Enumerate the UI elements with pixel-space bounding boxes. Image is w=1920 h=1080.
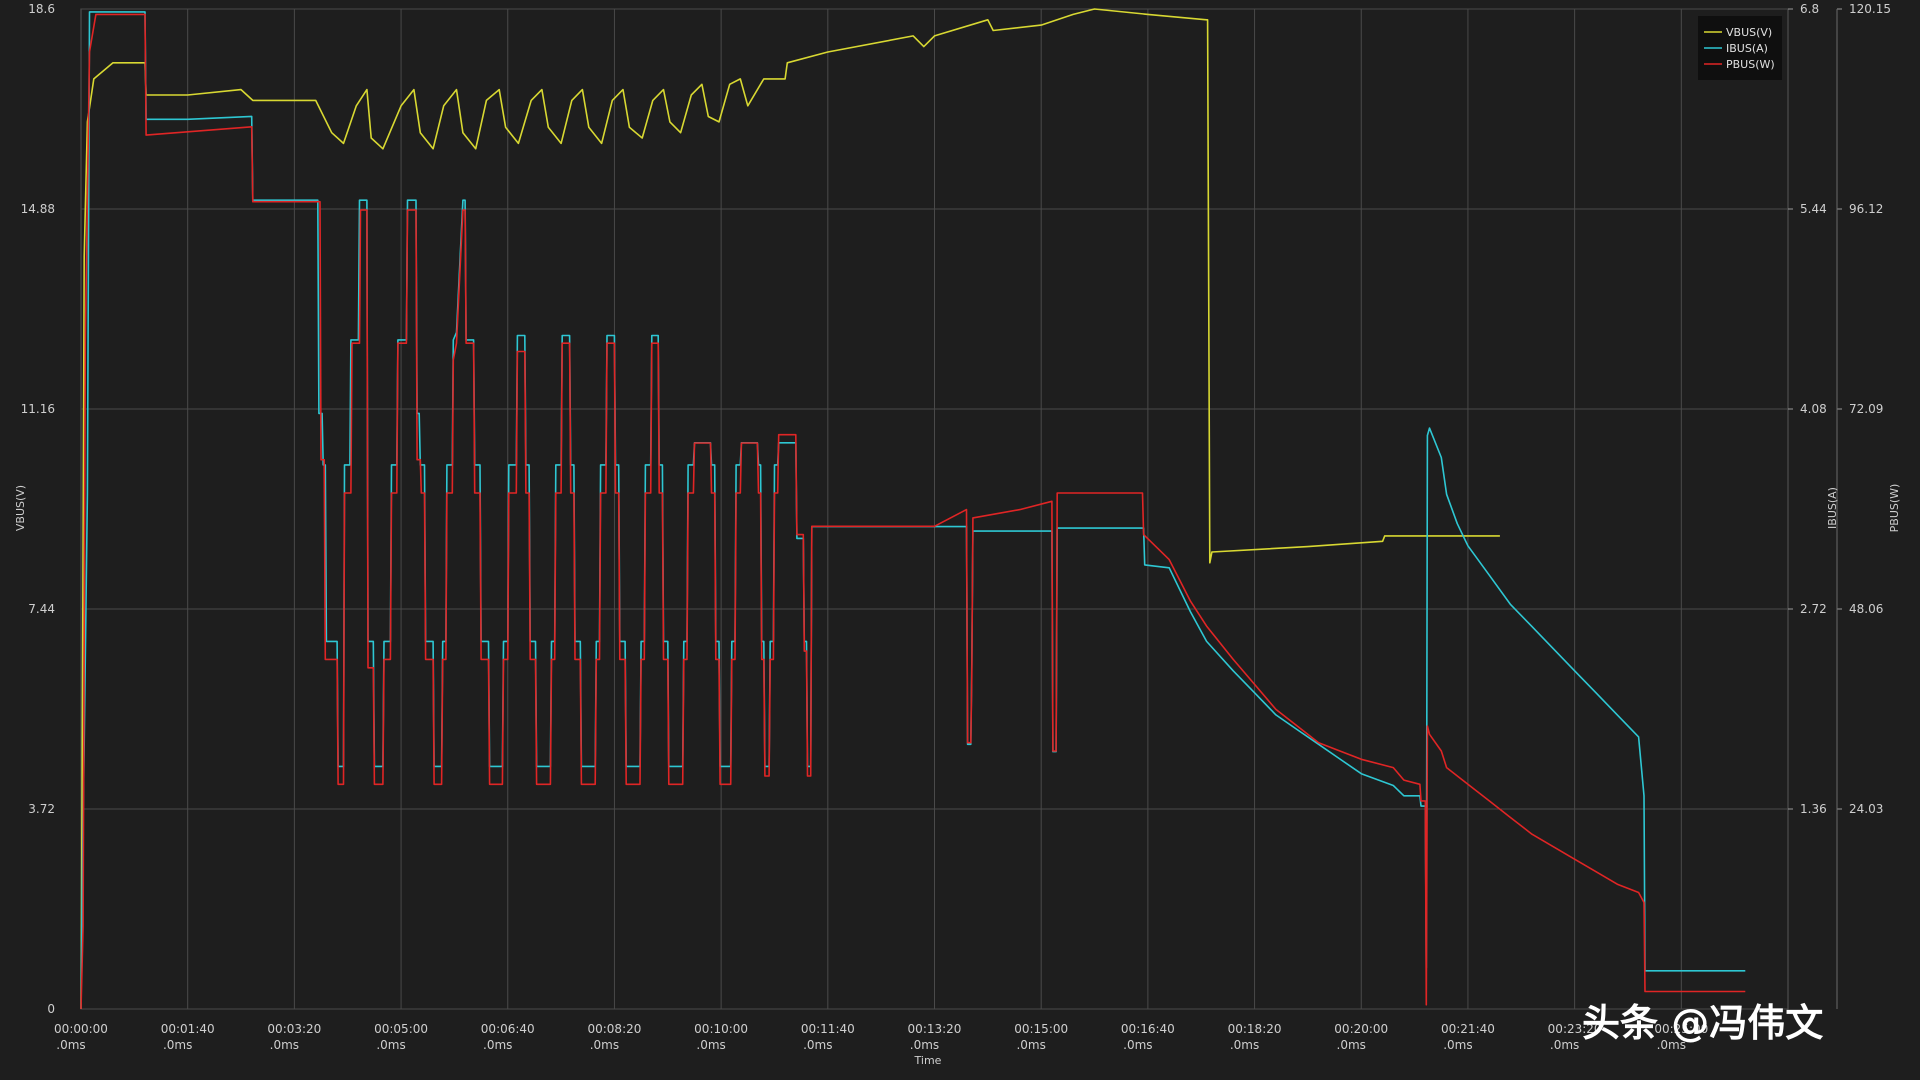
ibus-axis-title: IBUS(A)	[1826, 487, 1839, 529]
time-tick-sublabel: .0ms	[56, 1038, 85, 1052]
vbus-axis-title: VBUS(V)	[14, 485, 27, 531]
time-tick-label: 00:15:00	[1014, 1022, 1068, 1036]
time-tick-label: 00:08:20	[587, 1022, 641, 1036]
pbus-tick-label: 72.09	[1849, 402, 1883, 416]
grid-lines	[80, 8, 1789, 1010]
time-tick-sublabel: .0ms	[1337, 1038, 1366, 1052]
time-tick-label: 00:13:20	[908, 1022, 962, 1036]
time-tick-sublabel: .0ms	[1443, 1038, 1472, 1052]
time-tick-sublabel: .0ms	[590, 1038, 619, 1052]
vbus-tick-label: 11.16	[21, 402, 55, 416]
time-tick-sublabel: .0ms	[910, 1038, 939, 1052]
time-tick-label: 00:18:20	[1228, 1022, 1282, 1036]
time-tick-label: 00:00:00	[54, 1022, 108, 1036]
legend-label-vbus: VBUS(V)	[1726, 26, 1772, 39]
x-axis-title: Time	[914, 1054, 942, 1067]
pbus-tick-label: 24.03	[1849, 802, 1883, 816]
legend-label-ibus: IBUS(A)	[1726, 42, 1768, 55]
time-tick-label: 00:21:40	[1441, 1022, 1495, 1036]
series-line-pbus	[80, 13, 1746, 1010]
vbus-tick-label: 3.72	[28, 802, 55, 816]
time-tick-label: 00:03:20	[267, 1022, 321, 1036]
time-tick-label: 00:10:00	[694, 1022, 748, 1036]
time-tick-sublabel: .0ms	[1016, 1038, 1045, 1052]
time-tick-label: 00:01:40	[161, 1022, 215, 1036]
vbus-tick-label: 18.6	[28, 2, 55, 16]
time-tick-sublabel: .0ms	[1230, 1038, 1259, 1052]
time-tick-sublabel: .0ms	[483, 1038, 512, 1052]
watermark-text: 头条 @冯伟文	[1582, 1001, 1823, 1045]
ibus-tick-label: 6.8	[1800, 2, 1819, 16]
pbus-tick-label: 96.12	[1849, 202, 1883, 216]
series-lines	[80, 8, 1746, 1010]
legend: VBUS(V) IBUS(A) PBUS(W)	[1698, 16, 1782, 80]
time-tick-label: 00:25:00	[1654, 1022, 1708, 1036]
time-axis-ticks: 00:00:00 .0ms 00:01:40 .0ms 00:03:20 .0ms 00:0…	[54, 1022, 1708, 1052]
vbus-tick-label: 0	[47, 1002, 55, 1016]
ibus-tick-label: 5.44	[1800, 202, 1827, 216]
ibus-tick-label: 2.72	[1800, 602, 1827, 616]
ibus-tick-label: 4.08	[1800, 402, 1827, 416]
time-tick-sublabel: .0ms	[1550, 1038, 1579, 1052]
pbus-axis-title: PBUS(W)	[1888, 484, 1901, 533]
vbus-axis-ticks: 0 3.72 7.44 11.16 14.88 18.6	[21, 2, 55, 1016]
time-tick-label: 00:06:40	[481, 1022, 535, 1036]
time-tick-label: 00:05:00	[374, 1022, 428, 1036]
time-tick-label: 00:20:00	[1334, 1022, 1388, 1036]
series-line-vbus	[80, 8, 1500, 1010]
legend-label-pbus: PBUS(W)	[1726, 58, 1775, 71]
time-tick-sublabel: .0ms	[270, 1038, 299, 1052]
time-tick-label: 00:23:20	[1548, 1022, 1602, 1036]
vbus-tick-label: 14.88	[21, 202, 55, 216]
time-tick-sublabel: .0ms	[1123, 1038, 1152, 1052]
pbus-tick-label: 48.06	[1849, 602, 1883, 616]
time-tick-sublabel: .0ms	[163, 1038, 192, 1052]
vbus-tick-label: 7.44	[28, 602, 55, 616]
ibus-axis-ticks: 1.36 2.72 4.08 5.44 6.8	[1788, 2, 1827, 816]
time-tick-label: 00:11:40	[801, 1022, 855, 1036]
time-tick-label: 00:16:40	[1121, 1022, 1175, 1036]
pbus-axis-ticks: 24.03 48.06 72.09 96.12 120.15	[1836, 2, 1891, 1009]
time-tick-sublabel: .0ms	[696, 1038, 725, 1052]
ibus-tick-label: 1.36	[1800, 802, 1827, 816]
time-tick-sublabel: .0ms	[376, 1038, 405, 1052]
time-tick-sublabel: .0ms	[1657, 1038, 1686, 1052]
pbus-tick-label: 120.15	[1849, 2, 1891, 16]
time-tick-sublabel: .0ms	[803, 1038, 832, 1052]
